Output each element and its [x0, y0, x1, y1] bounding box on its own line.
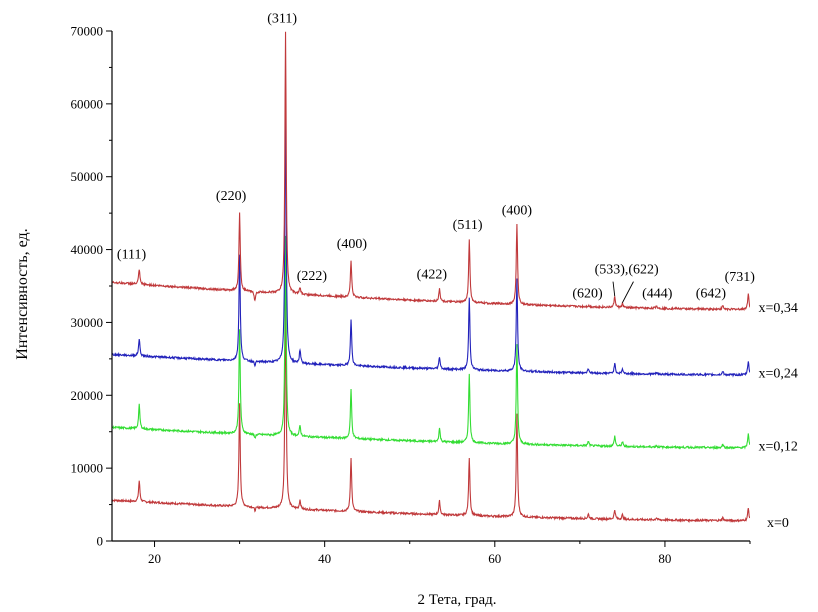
y-tick-label: 20000	[71, 388, 104, 403]
peak-annotation: (220)	[216, 189, 247, 204]
y-tick-label: 60000	[71, 96, 104, 111]
x-tick-label: 20	[148, 551, 161, 566]
series-line-3	[112, 31, 750, 312]
y-axis-label: Интенсивность, ед.	[14, 228, 31, 359]
series-line-1	[112, 235, 750, 451]
x-axis-label: 2 Тета, град.	[417, 592, 496, 608]
peak-annotation: (731)	[725, 270, 756, 285]
series-line-2	[112, 89, 750, 378]
peak-annotation: (400)	[337, 237, 368, 252]
y-tick-label: 70000	[71, 24, 104, 39]
x-tick-label: 80	[658, 551, 671, 566]
annotation-layer: (111) (220) (311) (222) (400) (422) (511) (400)…	[117, 11, 798, 531]
axes-layer: 0 10000 20000 30000 40000 50000 60000 70000 20 40…	[71, 24, 751, 566]
peak-annotation: (222)	[297, 269, 328, 284]
y-tick-label: 0	[97, 534, 104, 549]
annotation-leader	[622, 281, 634, 303]
series-layer	[112, 31, 750, 524]
peak-annotation: (533),(622)	[595, 263, 659, 278]
y-tick-label: 50000	[71, 169, 104, 184]
y-tick-label: 30000	[71, 315, 104, 330]
series-label: x=0,34	[759, 301, 798, 316]
y-tick-label: 10000	[71, 461, 104, 476]
series-line-0	[112, 292, 750, 524]
peak-annotation: (642)	[696, 287, 727, 302]
peak-annotation: (422)	[417, 268, 448, 283]
series-label: x=0,24	[759, 366, 798, 381]
x-tick-label: 40	[318, 551, 331, 566]
peak-annotation: (444)	[642, 287, 673, 302]
peak-annotation: (511)	[453, 218, 483, 233]
peak-annotation: (311)	[267, 11, 297, 26]
peak-annotation: (400)	[502, 204, 533, 219]
x-tick-label: 60	[488, 551, 501, 566]
series-label: x=0,12	[759, 439, 798, 454]
peak-annotation: (111)	[117, 247, 147, 262]
peak-annotation: (620)	[572, 287, 603, 302]
y-tick-label: 40000	[71, 242, 104, 257]
annotation-leader	[612, 281, 616, 297]
series-label: x=0	[767, 516, 789, 531]
